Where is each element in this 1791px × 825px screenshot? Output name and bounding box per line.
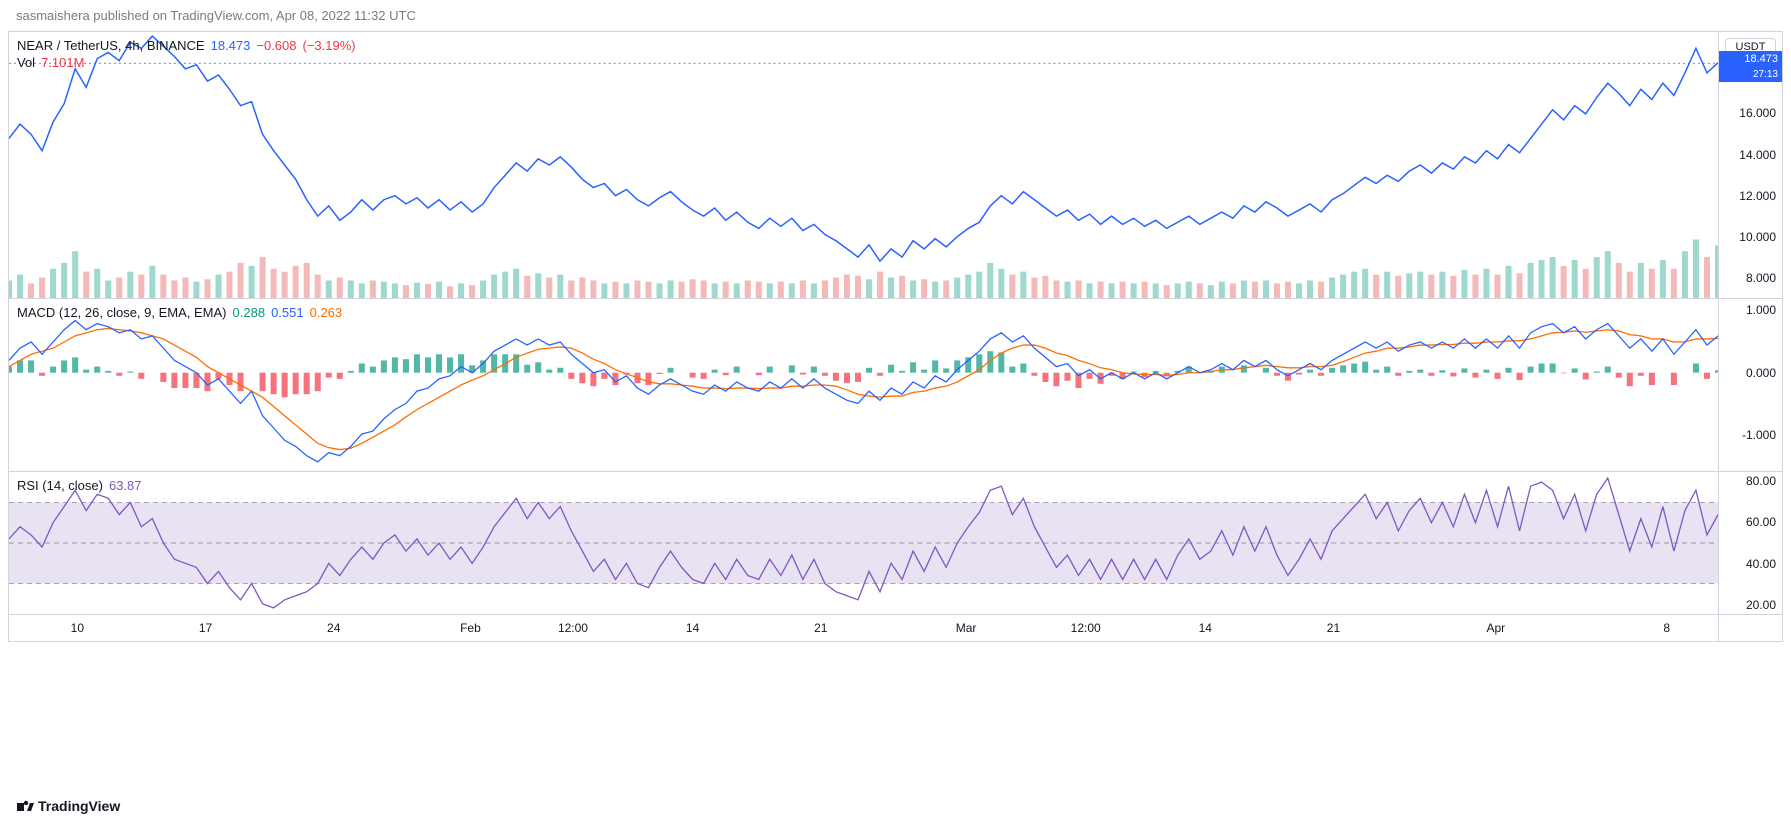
chart-area: NEAR / TetherUS, 4h, BINANCE 18.473 −0.6… bbox=[0, 31, 1791, 787]
price-chart[interactable]: NEAR / TetherUS, 4h, BINANCE 18.473 −0.6… bbox=[9, 32, 1718, 298]
time-tick: Feb bbox=[460, 621, 481, 635]
macd-legend: MACD (12, 26, close, 9, EMA, EMA) 0.288 … bbox=[17, 305, 342, 322]
time-tick: Apr bbox=[1486, 621, 1505, 635]
time-tick: 21 bbox=[814, 621, 827, 635]
rsi-chart[interactable]: RSI (14, close) 63.87 bbox=[9, 472, 1718, 614]
time-tick: 12:00 bbox=[1071, 621, 1101, 635]
time-tick: 12:00 bbox=[558, 621, 588, 635]
countdown-badge: 27:13 bbox=[1719, 67, 1782, 82]
macd-y-axis: 1.0000.000-1.000 bbox=[1718, 299, 1782, 471]
time-tick: Mar bbox=[956, 621, 977, 635]
time-tick: 8 bbox=[1663, 621, 1670, 635]
rsi-panel: RSI (14, close) 63.87 80.0060.0040.0020.… bbox=[8, 471, 1783, 615]
rsi-y-axis: 80.0060.0040.0020.00 bbox=[1718, 472, 1782, 614]
rsi-legend: RSI (14, close) 63.87 bbox=[17, 478, 142, 495]
time-tick: 24 bbox=[327, 621, 340, 635]
macd-chart[interactable]: MACD (12, 26, close, 9, EMA, EMA) 0.288 … bbox=[9, 299, 1718, 471]
time-tick: 14 bbox=[686, 621, 699, 635]
time-tick: 14 bbox=[1199, 621, 1212, 635]
tv-logo-icon bbox=[16, 797, 34, 815]
time-tick: 21 bbox=[1327, 621, 1340, 635]
price-badge: 18.473 bbox=[1719, 51, 1782, 67]
time-tick: 10 bbox=[71, 621, 84, 635]
price-panel: NEAR / TetherUS, 4h, BINANCE 18.473 −0.6… bbox=[8, 31, 1783, 299]
time-axis: 10 17 24 Feb 12:00 14 21 Mar 12:00 14 21 Apr 8 bbox=[8, 614, 1783, 642]
publish-header: sasmaishera published on TradingView.com… bbox=[0, 0, 1791, 31]
tradingview-logo[interactable]: TradingView bbox=[0, 787, 1791, 825]
price-y-axis: USDT 18.473 27:1316.00014.00012.00010.00… bbox=[1718, 32, 1782, 298]
macd-panel: MACD (12, 26, close, 9, EMA, EMA) 0.288 … bbox=[8, 298, 1783, 472]
time-tick: 17 bbox=[199, 621, 212, 635]
price-legend: NEAR / TetherUS, 4h, BINANCE 18.473 −0.6… bbox=[17, 38, 356, 72]
